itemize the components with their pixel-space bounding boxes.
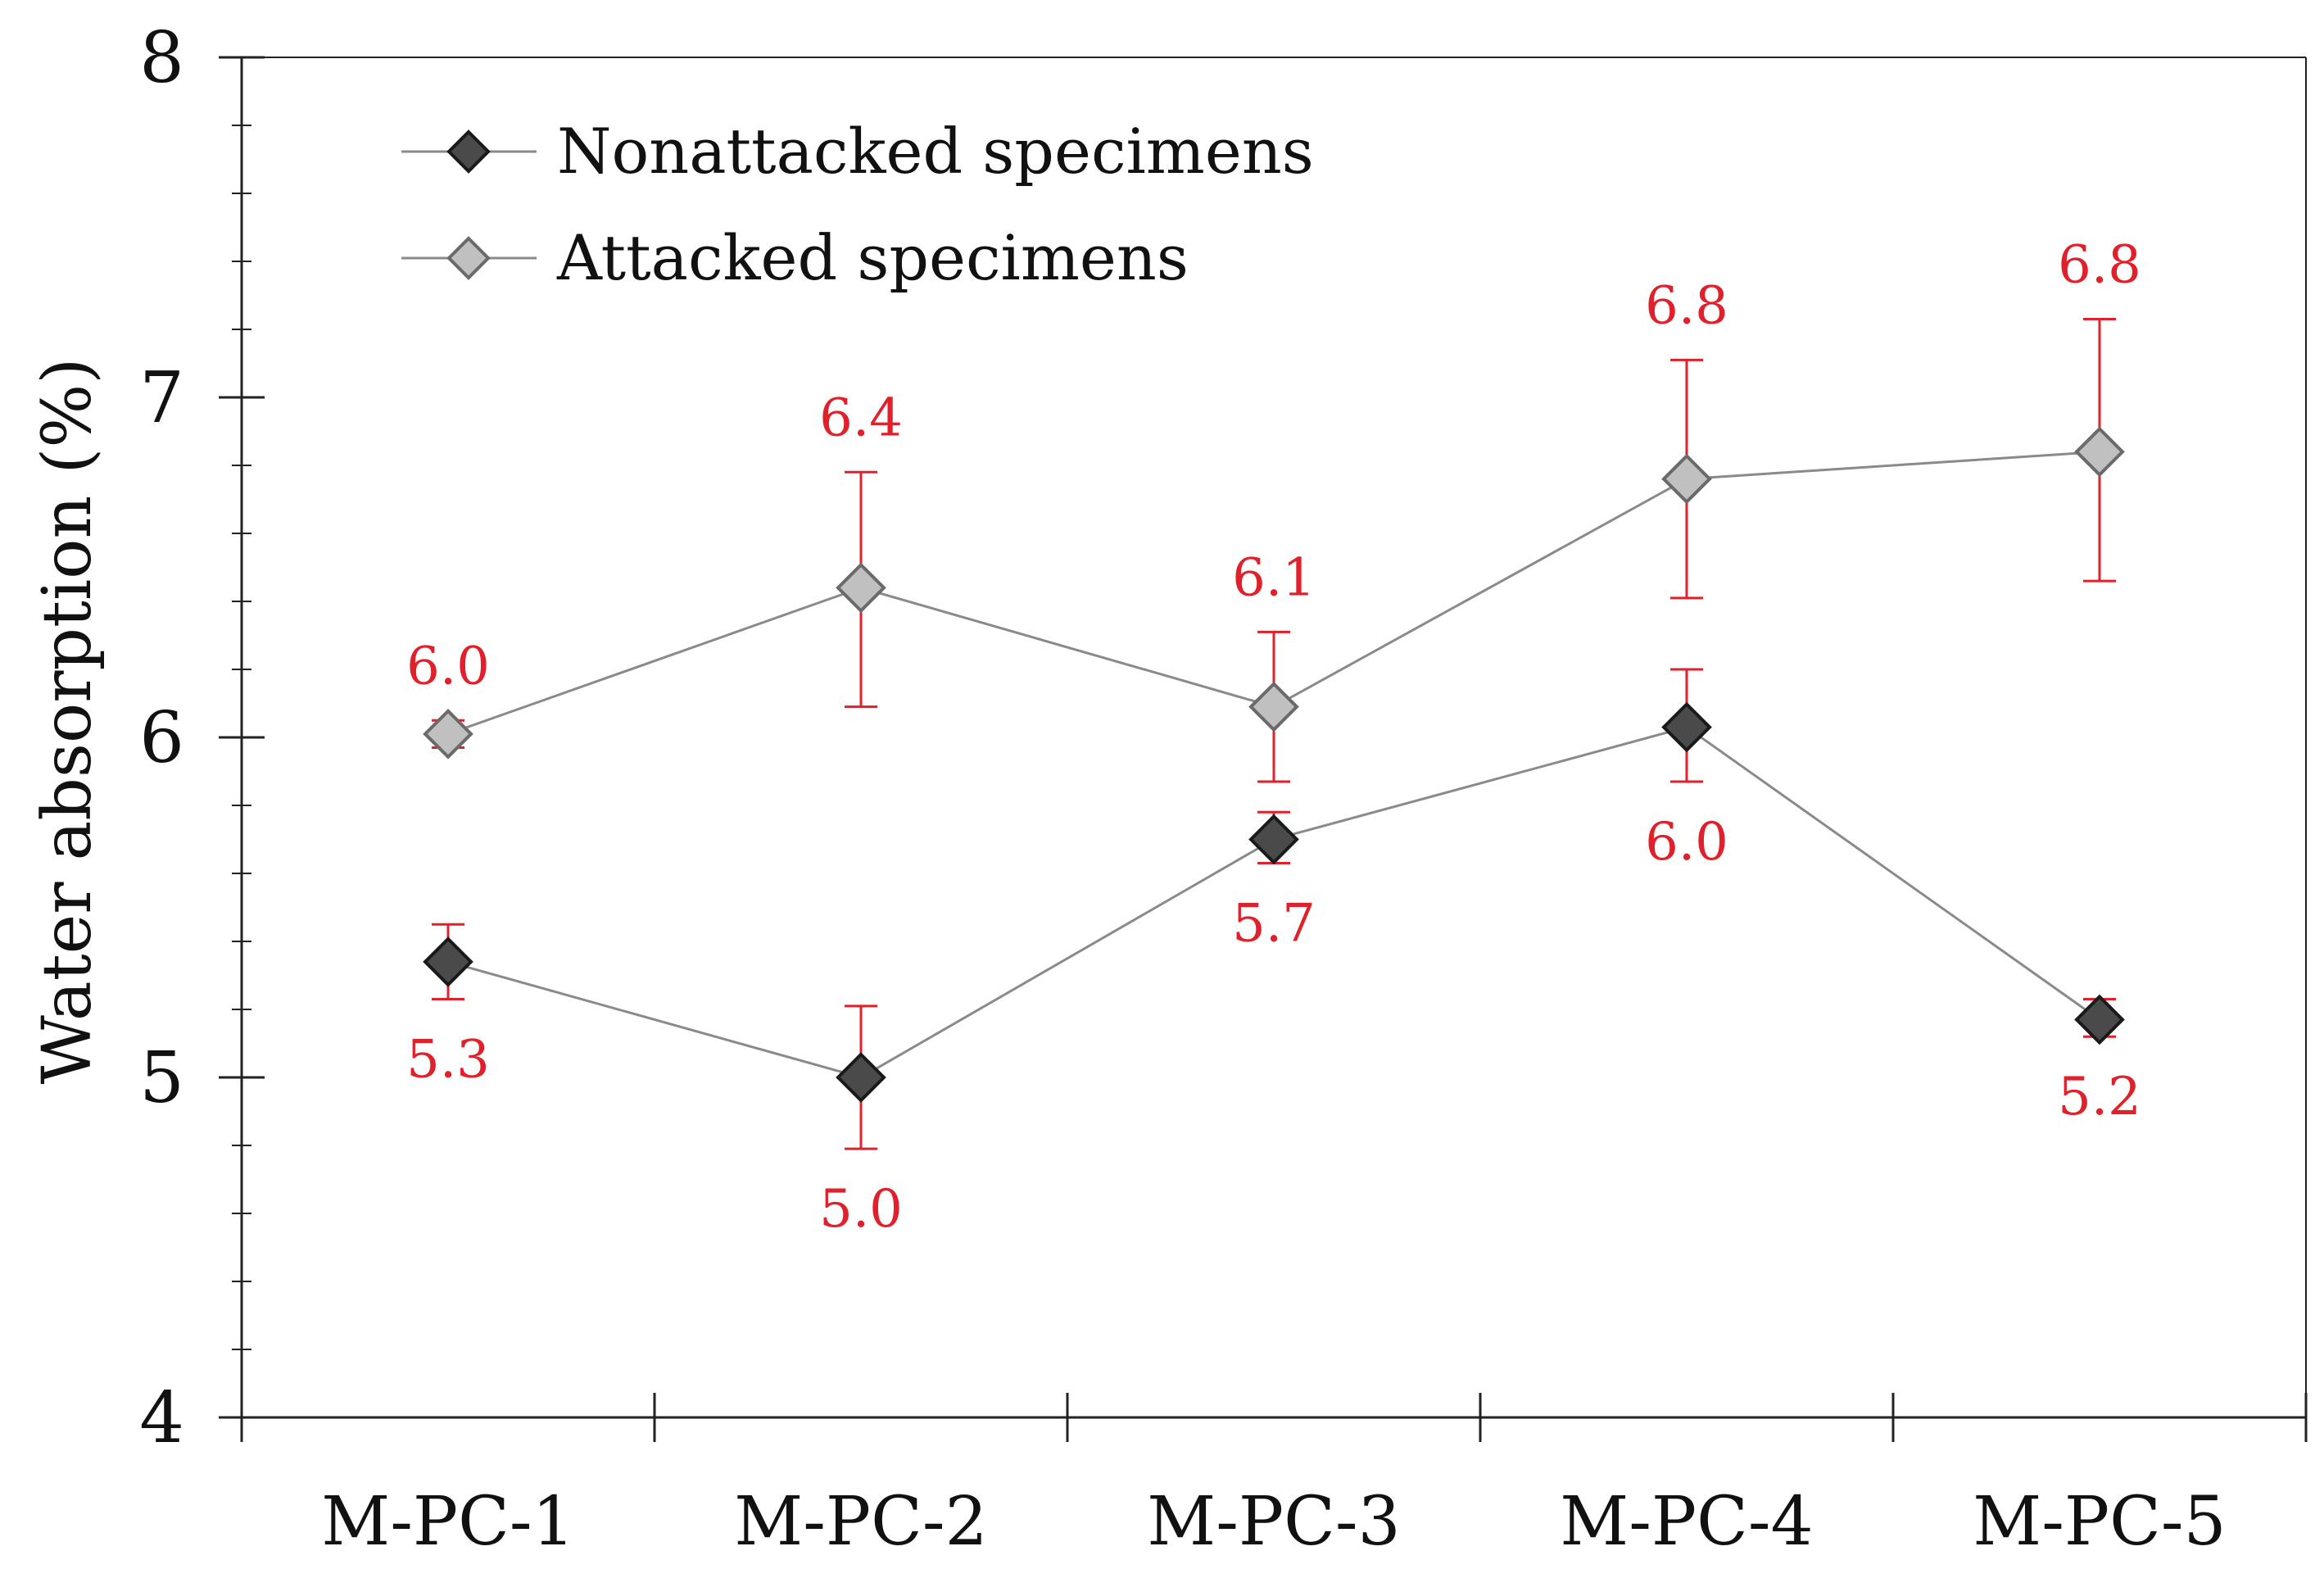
y-tick-label: 6: [139, 697, 184, 779]
legend-marker: [446, 129, 491, 174]
data-label: 6.1: [1232, 547, 1316, 608]
y-tick-label: 7: [139, 357, 184, 439]
data-point: [1248, 681, 1299, 732]
x-category-label: M-PC-4: [1560, 1483, 1813, 1561]
axes: 4 5 6 7 8 M-PC-1 M-PC-2 M-PC-3 M-PC-4 M-PC-5: [139, 17, 2308, 1561]
data-label: 5.0: [819, 1179, 903, 1240]
data-point: [836, 562, 886, 614]
data-point: [1661, 453, 1712, 505]
x-category-label: M-PC-1: [321, 1483, 574, 1561]
legend: Nonattacked specimens Attacked specimens: [401, 115, 1314, 294]
legend-label: Attacked specimens: [556, 221, 1189, 294]
y-axis-title: Water absorption (%): [29, 358, 106, 1085]
data-point: [423, 709, 473, 760]
data-label: 6.4: [819, 388, 903, 448]
legend-marker: [446, 236, 491, 280]
x-category-label: M-PC-2: [734, 1483, 987, 1561]
data-label: 5.2: [2058, 1067, 2141, 1127]
data-label: 5.7: [1232, 894, 1316, 955]
data-point: [2074, 426, 2125, 478]
data-point: [1661, 701, 1712, 753]
series-layer: 5.3 5.0 5.7 6.0 5.2 6.0 6.4 6.1 6.8 6.8: [406, 235, 2141, 1240]
data-label: 6.0: [406, 636, 490, 696]
y-tick-label: 8: [139, 17, 184, 99]
data-point: [836, 1052, 886, 1103]
data-label: 6.0: [1645, 812, 1728, 873]
data-point: [1248, 814, 1299, 865]
data-label: 6.8: [1645, 275, 1728, 336]
data-label: 5.3: [406, 1030, 490, 1091]
x-category-label: M-PC-3: [1147, 1483, 1400, 1561]
x-category-label: M-PC-5: [1973, 1483, 2226, 1561]
y-tick-label: 5: [139, 1037, 184, 1119]
legend-label: Nonattacked specimens: [557, 115, 1314, 188]
series-nonattacked: 5.3 5.0 5.7 6.0 5.2: [406, 668, 2141, 1240]
series-attacked: 6.0 6.4 6.1 6.8 6.8: [406, 235, 2141, 783]
data-label: 6.8: [2058, 235, 2141, 296]
y-tick-label: 4: [139, 1377, 184, 1459]
data-point: [423, 936, 473, 987]
data-point: [2074, 994, 2125, 1045]
